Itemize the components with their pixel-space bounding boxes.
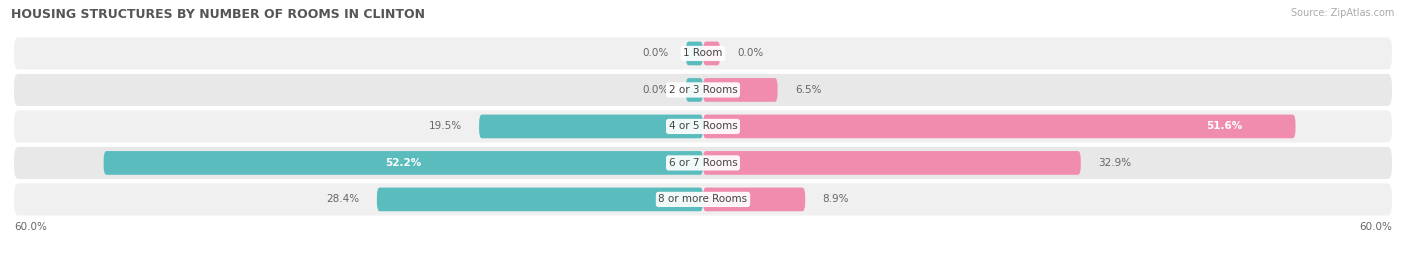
Text: 4 or 5 Rooms: 4 or 5 Rooms <box>669 121 737 132</box>
Text: 60.0%: 60.0% <box>14 222 46 232</box>
Text: 52.2%: 52.2% <box>385 158 422 168</box>
FancyBboxPatch shape <box>703 78 778 102</box>
Text: 6 or 7 Rooms: 6 or 7 Rooms <box>669 158 737 168</box>
FancyBboxPatch shape <box>703 42 720 65</box>
FancyBboxPatch shape <box>14 147 1392 179</box>
FancyBboxPatch shape <box>686 78 703 102</box>
FancyBboxPatch shape <box>703 115 1295 138</box>
Text: 6.5%: 6.5% <box>794 85 821 95</box>
FancyBboxPatch shape <box>703 187 806 211</box>
Text: 60.0%: 60.0% <box>1360 222 1392 232</box>
Text: 32.9%: 32.9% <box>1098 158 1130 168</box>
Text: Source: ZipAtlas.com: Source: ZipAtlas.com <box>1291 8 1395 18</box>
FancyBboxPatch shape <box>14 37 1392 69</box>
FancyBboxPatch shape <box>104 151 703 175</box>
FancyBboxPatch shape <box>703 151 1081 175</box>
FancyBboxPatch shape <box>479 115 703 138</box>
Text: 19.5%: 19.5% <box>429 121 461 132</box>
Text: 28.4%: 28.4% <box>326 194 360 204</box>
FancyBboxPatch shape <box>14 183 1392 215</box>
Text: 2 or 3 Rooms: 2 or 3 Rooms <box>669 85 737 95</box>
FancyBboxPatch shape <box>686 42 703 65</box>
Text: 0.0%: 0.0% <box>643 48 669 58</box>
Text: 0.0%: 0.0% <box>643 85 669 95</box>
Text: HOUSING STRUCTURES BY NUMBER OF ROOMS IN CLINTON: HOUSING STRUCTURES BY NUMBER OF ROOMS IN… <box>11 8 425 21</box>
Text: 1 Room: 1 Room <box>683 48 723 58</box>
FancyBboxPatch shape <box>14 74 1392 106</box>
FancyBboxPatch shape <box>377 187 703 211</box>
Text: 0.0%: 0.0% <box>738 48 763 58</box>
Text: 8 or more Rooms: 8 or more Rooms <box>658 194 748 204</box>
Text: 51.6%: 51.6% <box>1206 121 1243 132</box>
FancyBboxPatch shape <box>14 110 1392 143</box>
Text: 8.9%: 8.9% <box>823 194 849 204</box>
